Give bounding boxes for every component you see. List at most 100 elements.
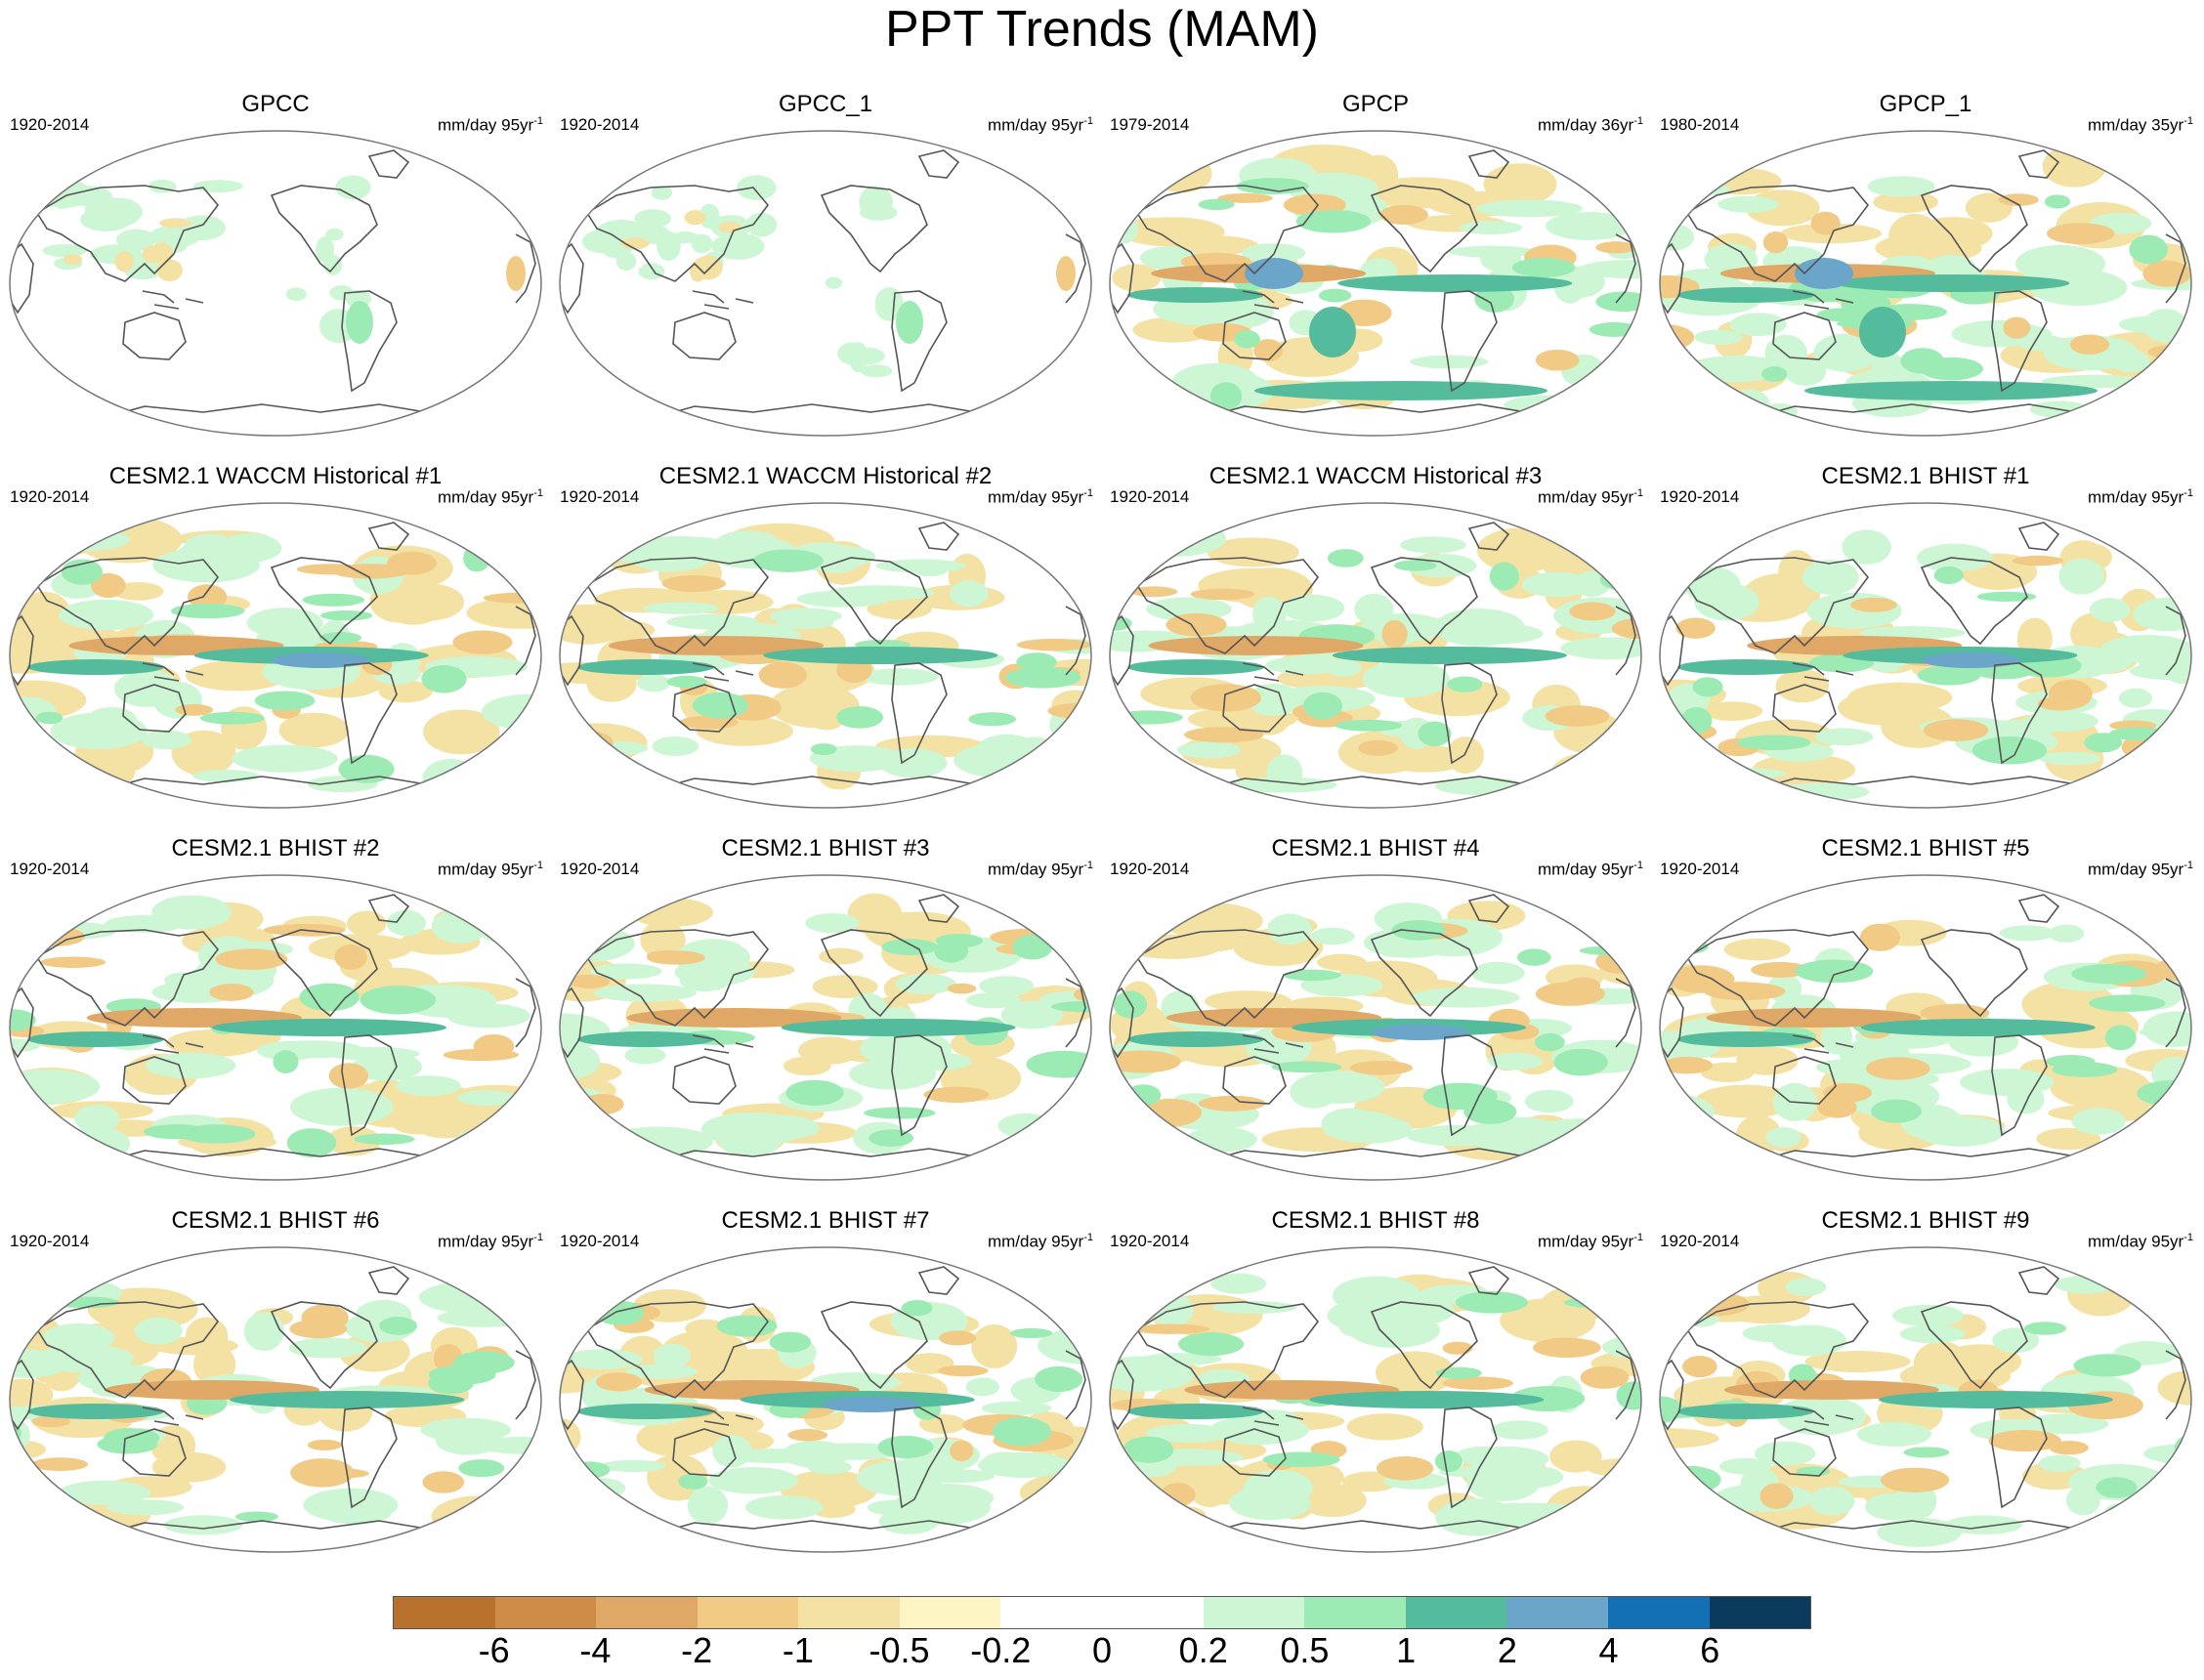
trend-patch xyxy=(302,1468,369,1479)
trend-patch xyxy=(1694,583,1759,621)
trend-patch xyxy=(1577,165,1636,192)
panel-units: mm/day 35yr-1 xyxy=(2087,115,2193,135)
trend-patch xyxy=(1988,1429,2061,1452)
trend-patch xyxy=(604,1126,714,1157)
trend-patch xyxy=(452,1269,512,1308)
trend-patch xyxy=(560,731,601,759)
trend-patch xyxy=(2023,1322,2067,1335)
trend-patch xyxy=(1016,652,1057,672)
trend-patch xyxy=(1804,1350,1911,1372)
trend-patch xyxy=(1283,969,1341,982)
map-border xyxy=(1109,130,1642,437)
panel-period: 1920-2014 xyxy=(1660,1232,1740,1250)
map-panel: CESM2.1 BHIST #4 1920-2014 mm/day 95yr-1 xyxy=(1100,834,1651,1205)
trend-patch xyxy=(626,1008,842,1028)
trend-patch xyxy=(2105,1503,2138,1518)
trend-patch xyxy=(1110,383,1155,405)
map-panel: CESM2.1 BHIST #8 1920-2014 mm/day 95yr-1 xyxy=(1100,1206,1651,1577)
colorbar-label: 4 xyxy=(1598,1630,1619,1670)
trend-patch xyxy=(895,973,956,994)
trend-patch xyxy=(1489,562,1520,591)
trend-patch xyxy=(1742,573,1821,617)
trend-patch xyxy=(2071,1108,2126,1135)
trend-patch xyxy=(1124,520,1226,557)
trend-patch xyxy=(2029,269,2128,306)
trend-patch xyxy=(1729,313,1787,337)
trend-patch xyxy=(179,1124,256,1144)
trend-patch xyxy=(1508,1466,1564,1488)
trend-patch xyxy=(997,1113,1054,1139)
trend-patch xyxy=(420,1417,512,1443)
colorbar-box xyxy=(1405,1597,1507,1628)
trend-patch xyxy=(890,1489,992,1526)
trend-patch xyxy=(1563,403,1641,436)
trend-patch xyxy=(16,1303,50,1326)
trend-patch xyxy=(1623,1451,1641,1475)
trend-patch xyxy=(1298,1484,1367,1518)
trend-patch xyxy=(856,1460,945,1496)
panel-period: 1920-2014 xyxy=(560,487,640,506)
trend-patch xyxy=(634,209,672,229)
panel-units: mm/day 95yr-1 xyxy=(987,115,1093,135)
trend-patch xyxy=(1560,1518,1641,1534)
trend-patch xyxy=(1463,1099,1517,1124)
trend-patch xyxy=(1700,1062,1755,1083)
trend-patch xyxy=(254,691,316,711)
trend-patch xyxy=(1516,948,1551,966)
trend-patch xyxy=(42,243,87,258)
colorbar-label: -4 xyxy=(579,1630,612,1670)
trend-patch xyxy=(2048,924,2085,943)
trend-patch xyxy=(1005,667,1081,689)
trend-patch xyxy=(1127,1404,1264,1419)
trend-patch xyxy=(42,752,136,792)
map-border xyxy=(1659,502,2192,809)
trend-patch xyxy=(1765,1126,1801,1148)
trend-patch xyxy=(1009,1327,1053,1339)
trend-patch xyxy=(1362,659,1450,698)
panel-period: 1920-2014 xyxy=(1110,487,1190,506)
world-map xyxy=(1659,874,2192,1181)
trend-patch xyxy=(1474,284,1514,313)
trend-patch xyxy=(653,1343,692,1368)
trend-patch xyxy=(2089,994,2166,1012)
trend-patch xyxy=(372,1082,483,1127)
trend-patch xyxy=(1217,192,1273,203)
trend-patch xyxy=(1775,1396,1867,1436)
trend-patch xyxy=(1110,351,1146,377)
trend-patch xyxy=(1859,626,1966,640)
map-border xyxy=(1659,1246,2192,1553)
trend-patch xyxy=(600,1459,666,1473)
trend-patch xyxy=(94,205,125,228)
world-map xyxy=(559,874,1092,1181)
trend-patch xyxy=(354,1133,415,1145)
trend-patch xyxy=(31,1457,89,1472)
trend-patch xyxy=(1449,245,1536,258)
trend-patch xyxy=(386,909,427,937)
trend-patch xyxy=(446,1003,530,1029)
panel-units: mm/day 95yr-1 xyxy=(437,860,543,879)
colorbar-label: -0.5 xyxy=(869,1630,930,1670)
trend-patch xyxy=(1704,243,1759,275)
trend-patch xyxy=(1677,287,1814,303)
trend-patch xyxy=(1160,1483,1196,1507)
trend-patch xyxy=(188,961,275,998)
trend-patch xyxy=(629,898,713,928)
trend-patch xyxy=(1660,394,1733,426)
trend-patch xyxy=(452,630,513,654)
trend-patch xyxy=(1476,527,1565,573)
map-border xyxy=(9,1246,542,1553)
panel-title: CESM2.1 BHIST #6 xyxy=(171,1207,380,1234)
trend-patch xyxy=(170,603,245,619)
colorbar-box xyxy=(899,1597,1001,1628)
trend-patch xyxy=(1524,1089,1574,1113)
trend-patch xyxy=(1309,1391,1545,1408)
trend-patch xyxy=(1113,990,1148,1019)
trend-patch xyxy=(192,180,243,193)
trend-patch xyxy=(671,231,699,244)
trend-patch xyxy=(836,706,883,729)
map-border xyxy=(559,1246,1092,1553)
trend-patch xyxy=(2134,406,2182,424)
trend-patch xyxy=(2058,558,2104,595)
trend-patch xyxy=(560,899,626,931)
trend-patch xyxy=(2157,1103,2191,1140)
